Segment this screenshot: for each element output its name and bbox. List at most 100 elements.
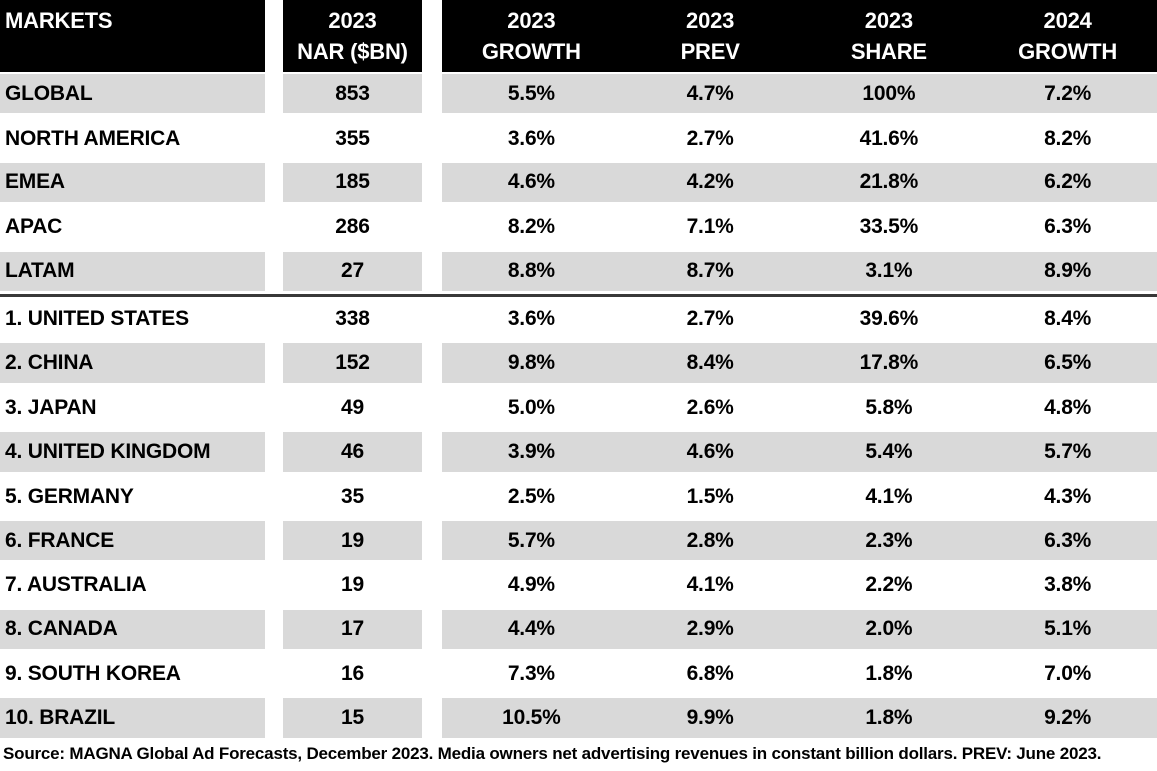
prev-2023-cell: 2.6%: [620, 385, 800, 431]
growth-2024-cell: 8.2%: [978, 116, 1157, 161]
share-2023-cell: 2.3%: [799, 518, 979, 564]
row-united-states: 1. UNITED STATES 338 3.6% 2.7% 39.6% 8.4…: [0, 296, 1157, 342]
row-germany: 5. GERMANY 35 2.5% 1.5% 4.1% 4.3%: [0, 474, 1157, 519]
share-2023-cell: 33.5%: [799, 205, 979, 250]
market-cell: 1. UNITED STATES: [0, 296, 265, 342]
growth-2024-cell: 6.2%: [978, 160, 1157, 206]
nar-cell: 46: [283, 430, 422, 475]
growth-2024-cell: 7.0%: [978, 652, 1157, 697]
growth-2024-cell: 7.2%: [978, 72, 1157, 117]
growth-2023-cell: 5.0%: [442, 385, 621, 431]
growth-2024-cell: 8.4%: [978, 296, 1157, 342]
nar-cell: 853: [283, 72, 422, 117]
market-cell: 10. BRAZIL: [0, 696, 265, 741]
growth-2024-cell: 5.1%: [978, 607, 1157, 653]
market-cell: NORTH AMERICA: [0, 116, 265, 161]
prev-2023-cell: 4.6%: [620, 430, 800, 475]
growth-2023-cell: 8.8%: [442, 249, 621, 294]
share-2023-cell: 41.6%: [799, 116, 979, 161]
nar-cell: 35: [283, 474, 422, 519]
row-apac: APAC 286 8.2% 7.1% 33.5% 6.3%: [0, 205, 1157, 250]
row-canada: 8. CANADA 17 4.4% 2.9% 2.0% 5.1%: [0, 607, 1157, 653]
source-note: Source: MAGNA Global Ad Forecasts, Decem…: [0, 740, 1157, 771]
growth-2023-cell: 3.6%: [442, 116, 621, 161]
row-brazil: 10. BRAZIL 15 10.5% 9.9% 1.8% 9.2%: [0, 696, 1157, 741]
prev-2023-cell: 2.7%: [620, 116, 800, 161]
market-cell: EMEA: [0, 160, 265, 206]
prev-2023-cell: 4.1%: [620, 563, 800, 608]
prev-2023-cell: 4.2%: [620, 160, 800, 206]
nar-cell: 49: [283, 385, 422, 431]
nar-cell: 185: [283, 160, 422, 206]
nar-cell: 19: [283, 518, 422, 564]
growth-2024-cell: 3.8%: [978, 563, 1157, 608]
row-france: 6. FRANCE 19 5.7% 2.8% 2.3% 6.3%: [0, 518, 1157, 564]
col-header-growth-2023: 2023 GROWTH: [442, 0, 621, 72]
nar-cell: 15: [283, 696, 422, 741]
growth-2024-cell: 6.3%: [978, 518, 1157, 564]
col-header-nar: 2023 NAR ($BN): [283, 0, 422, 72]
col-header-growth-2024: 2024 GROWTH: [978, 0, 1157, 72]
row-china: 2. CHINA 152 9.8% 8.4% 17.8% 6.5%: [0, 341, 1157, 386]
share-2023-cell: 5.8%: [799, 385, 979, 431]
growth-2023-cell: 4.4%: [442, 607, 621, 653]
growth-2023-cell: 2.5%: [442, 474, 621, 519]
prev-2023-cell: 2.7%: [620, 296, 800, 342]
growth-2024-cell: 5.7%: [978, 430, 1157, 475]
row-japan: 3. JAPAN 49 5.0% 2.6% 5.8% 4.8%: [0, 385, 1157, 431]
share-2023-cell: 1.8%: [799, 652, 979, 697]
row-australia: 7. AUSTRALIA 19 4.9% 4.1% 2.2% 3.8%: [0, 563, 1157, 608]
growth-2023-cell: 8.2%: [442, 205, 621, 250]
col-header-markets: MARKETS: [0, 0, 265, 72]
share-2023-cell: 3.1%: [799, 249, 979, 294]
row-south-korea: 9. SOUTH KOREA 16 7.3% 6.8% 1.8% 7.0%: [0, 652, 1157, 697]
nar-cell: 152: [283, 341, 422, 386]
market-cell: 5. GERMANY: [0, 474, 265, 519]
growth-2023-cell: 9.8%: [442, 341, 621, 386]
growth-2024-cell: 4.3%: [978, 474, 1157, 519]
share-2023-cell: 2.2%: [799, 563, 979, 608]
share-2023-cell: 5.4%: [799, 430, 979, 475]
column-gap: [265, 0, 283, 72]
nar-cell: 27: [283, 249, 422, 294]
share-2023-cell: 17.8%: [799, 341, 979, 386]
column-gap: [422, 0, 442, 72]
market-cell: 2. CHINA: [0, 341, 265, 386]
market-cell: 7. AUSTRALIA: [0, 563, 265, 608]
prev-2023-cell: 6.8%: [620, 652, 800, 697]
growth-2024-cell: 9.2%: [978, 696, 1157, 741]
share-2023-cell: 2.0%: [799, 607, 979, 653]
growth-2023-cell: 5.7%: [442, 518, 621, 564]
growth-2023-cell: 5.5%: [442, 72, 621, 117]
col-header-prev-2023: 2023 PREV: [620, 0, 800, 72]
growth-2023-cell: 3.9%: [442, 430, 621, 475]
prev-2023-cell: 2.9%: [620, 607, 800, 653]
nar-cell: 286: [283, 205, 422, 250]
prev-2023-cell: 1.5%: [620, 474, 800, 519]
row-emea: EMEA 185 4.6% 4.2% 21.8% 6.2%: [0, 160, 1157, 206]
market-cell: 4. UNITED KINGDOM: [0, 430, 265, 475]
growth-2024-cell: 6.5%: [978, 341, 1157, 386]
row-latam: LATAM 27 8.8% 8.7% 3.1% 8.9%: [0, 249, 1157, 294]
growth-2023-cell: 3.6%: [442, 296, 621, 342]
growth-2023-cell: 10.5%: [442, 696, 621, 741]
market-cell: 3. JAPAN: [0, 385, 265, 431]
market-cell: 6. FRANCE: [0, 518, 265, 564]
growth-2023-cell: 4.6%: [442, 160, 621, 206]
market-cell: APAC: [0, 205, 265, 250]
col-header-markets-label: MARKETS: [5, 8, 113, 33]
share-2023-cell: 39.6%: [799, 296, 979, 342]
nar-cell: 355: [283, 116, 422, 161]
nar-cell: 16: [283, 652, 422, 697]
nar-cell: 19: [283, 563, 422, 608]
prev-2023-cell: 9.9%: [620, 696, 800, 741]
share-2023-cell: 100%: [799, 72, 979, 117]
market-cell: 9. SOUTH KOREA: [0, 652, 265, 697]
prev-2023-cell: 2.8%: [620, 518, 800, 564]
growth-2023-cell: 7.3%: [442, 652, 621, 697]
col-header-share-2023: 2023 SHARE: [799, 0, 979, 72]
growth-2023-cell: 4.9%: [442, 563, 621, 608]
prev-2023-cell: 8.7%: [620, 249, 800, 294]
row-global: GLOBAL 853 5.5% 4.7% 100% 7.2%: [0, 72, 1157, 117]
